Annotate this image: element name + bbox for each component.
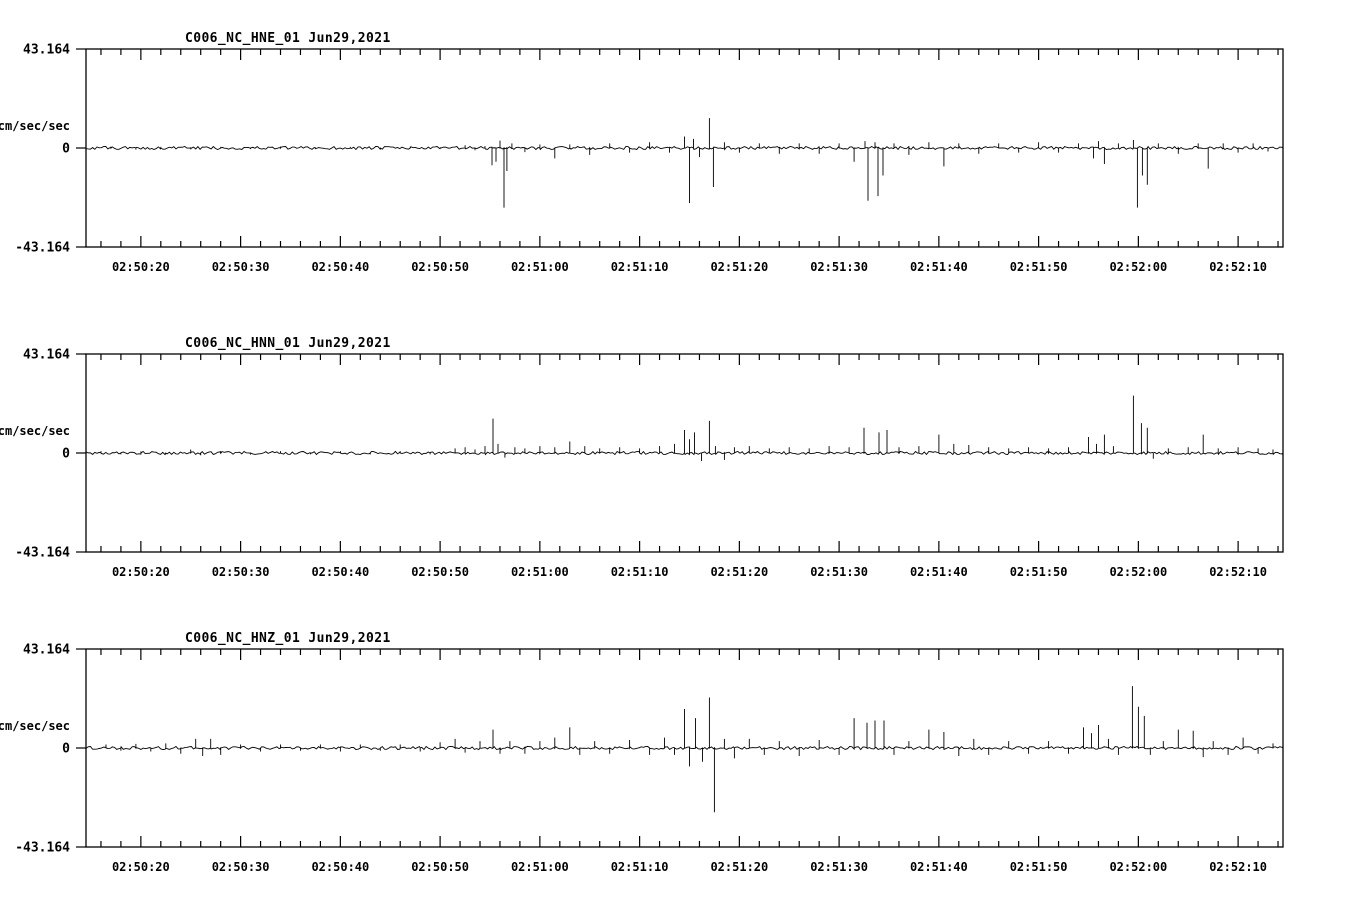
seismogram-plot: C006_NC_HNZ_01 Jun29,2021 43.164 0 -43.164 c… [0, 631, 1284, 874]
x-axis-tick-label: 02:51:00 [511, 260, 569, 274]
y-axis-unit-label: cm/sec/sec [0, 719, 70, 733]
x-axis-tick-label: 02:51:40 [910, 860, 968, 874]
seismogram-plot: C006_NC_HNN_01 Jun29,2021 43.164 0 -43.164 c… [0, 336, 1284, 579]
x-axis-tick-label: 02:50:50 [411, 860, 469, 874]
y-axis-tick-label: 0 [62, 142, 70, 157]
x-axis-tick-label: 02:51:20 [710, 260, 768, 274]
x-axis-tick-label: 02:51:30 [810, 565, 868, 579]
y-axis-unit-label: cm/sec/sec [0, 119, 70, 133]
x-axis-tick-label: 02:51:40 [910, 260, 968, 274]
y-axis-tick-label: -43.164 [15, 546, 70, 561]
seismogram-panel: C006_NC_HNN_01 Jun29,2021 43.164 0 -43.164 c… [0, 305, 1358, 600]
x-axis-tick-label: 02:50:40 [311, 260, 369, 274]
y-axis-unit-label: cm/sec/sec [0, 424, 70, 438]
y-axis-tick-label: -43.164 [15, 241, 70, 256]
x-axis-tick-label: 02:51:40 [910, 565, 968, 579]
x-axis-tick-label: 02:51:10 [611, 565, 669, 579]
x-axis-tick-label: 02:50:40 [311, 860, 369, 874]
x-axis-tick-label: 02:51:50 [1010, 565, 1068, 579]
x-axis-tick-label: 02:52:00 [1109, 565, 1167, 579]
x-axis-tick-label: 02:50:20 [112, 565, 170, 579]
y-axis-tick-label: 43.164 [23, 348, 70, 363]
waveform-trace [85, 118, 1284, 208]
x-axis-tick-label: 02:51:30 [810, 860, 868, 874]
y-axis-tick-label: 43.164 [23, 643, 70, 658]
axis-ticks [76, 48, 1279, 248]
seismogram-panel: C006_NC_HNE_01 Jun29,2021 43.164 0 -43.164 c… [0, 0, 1358, 295]
waveform-trace [85, 395, 1284, 462]
x-axis-tick-label: 02:50:50 [411, 565, 469, 579]
y-axis-tick-label: 0 [62, 447, 70, 462]
x-axis-tick-label: 02:50:20 [112, 260, 170, 274]
y-axis-tick-label: -43.164 [15, 841, 70, 856]
x-axis-tick-label: 02:51:20 [710, 565, 768, 579]
x-axis-tick-label: 02:51:50 [1010, 260, 1068, 274]
x-axis-tick-label: 02:50:30 [212, 565, 270, 579]
axis-ticks [76, 353, 1279, 553]
x-axis-tick-label: 02:52:10 [1209, 260, 1267, 274]
panel-title: C006_NC_HNE_01 Jun29,2021 [185, 31, 391, 46]
y-axis-tick-label: 43.164 [23, 43, 70, 58]
y-axis-tick-label: 0 [62, 742, 70, 757]
waveform-trace [85, 686, 1284, 813]
x-axis-tick-label: 02:51:20 [710, 860, 768, 874]
seismogram-panel: C006_NC_HNZ_01 Jun29,2021 43.164 0 -43.164 c… [0, 600, 1358, 895]
x-axis-tick-label: 02:52:10 [1209, 860, 1267, 874]
x-axis-tick-label: 02:52:00 [1109, 260, 1167, 274]
x-axis-tick-label: 02:50:30 [212, 260, 270, 274]
seismogram-plot: C006_NC_HNE_01 Jun29,2021 43.164 0 -43.164 c… [0, 31, 1284, 274]
panel-title: C006_NC_HNZ_01 Jun29,2021 [185, 631, 391, 646]
x-axis-tick-label: 02:51:10 [611, 260, 669, 274]
x-axis-tick-label: 02:51:00 [511, 565, 569, 579]
x-axis-tick-label: 02:51:10 [611, 860, 669, 874]
x-axis-tick-label: 02:50:50 [411, 260, 469, 274]
x-axis-tick-label: 02:51:30 [810, 260, 868, 274]
x-axis-tick-label: 02:50:20 [112, 860, 170, 874]
x-axis-tick-label: 02:50:30 [212, 860, 270, 874]
x-axis-tick-label: 02:52:00 [1109, 860, 1167, 874]
panel-title: C006_NC_HNN_01 Jun29,2021 [185, 336, 391, 351]
axis-ticks [76, 648, 1279, 848]
x-axis-tick-label: 02:51:50 [1010, 860, 1068, 874]
x-axis-tick-label: 02:51:00 [511, 860, 569, 874]
x-axis-tick-label: 02:50:40 [311, 565, 369, 579]
x-axis-tick-label: 02:52:10 [1209, 565, 1267, 579]
